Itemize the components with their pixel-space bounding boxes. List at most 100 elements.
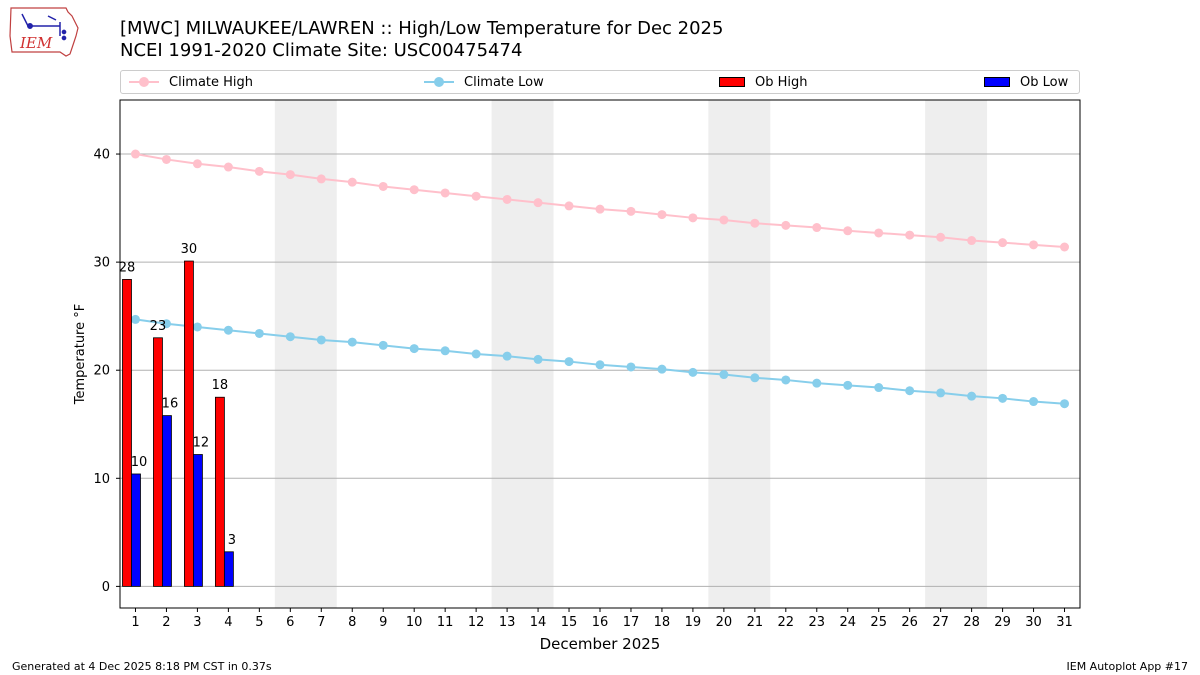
ob-high-data-label: 30 bbox=[181, 242, 198, 257]
x-tick-label: 27 bbox=[932, 615, 949, 630]
y-tick-label: 10 bbox=[93, 472, 110, 487]
climate-high-point bbox=[409, 185, 419, 195]
climate-high-point bbox=[1060, 242, 1070, 252]
climate-low-point bbox=[533, 354, 543, 364]
x-tick-label: 19 bbox=[685, 615, 702, 630]
x-tick-label: 6 bbox=[286, 615, 294, 630]
climate-low-point bbox=[595, 360, 605, 370]
ob-high-data-label: 23 bbox=[150, 319, 167, 334]
legend-label: Climate High bbox=[169, 74, 254, 90]
y-tick-label: 0 bbox=[102, 580, 110, 595]
climate-high-point bbox=[874, 228, 884, 238]
ob-low-data-label: 16 bbox=[162, 397, 179, 412]
climate-low-point bbox=[719, 370, 729, 380]
x-tick-label: 26 bbox=[901, 615, 918, 630]
ob-high-data-label: 18 bbox=[212, 378, 229, 393]
chart-title: [MWC] MILWAUKEE/LAWREN :: High/Low Tempe… bbox=[120, 18, 724, 39]
x-axis-label: December 2025 bbox=[540, 635, 661, 653]
x-tick-label: 13 bbox=[499, 615, 516, 630]
x-tick-label: 21 bbox=[747, 615, 764, 630]
x-tick-label: 4 bbox=[224, 615, 232, 630]
climate-high-point bbox=[781, 220, 791, 230]
climate-high-point bbox=[130, 149, 140, 159]
ob-high-bar bbox=[122, 279, 132, 587]
y-axis-label: Temperature °F bbox=[73, 304, 88, 405]
ob-low-bar bbox=[223, 551, 234, 587]
climate-low-point bbox=[967, 391, 977, 401]
ob-low-data-label: 3 bbox=[228, 533, 236, 548]
climate-high-point bbox=[905, 230, 915, 240]
climate-high-point bbox=[316, 174, 326, 184]
climate-high-point bbox=[502, 194, 512, 204]
climate-low-point bbox=[192, 322, 202, 332]
x-tick-label: 25 bbox=[870, 615, 887, 630]
legend: Climate High Climate Low Ob High Ob Low bbox=[120, 70, 1080, 94]
ob-high-bar bbox=[214, 396, 225, 587]
legend-label: Ob High bbox=[755, 74, 808, 90]
legend-item-climate-high: Climate High bbox=[129, 71, 253, 93]
climate-low-point bbox=[688, 367, 698, 377]
climate-low-point bbox=[1060, 399, 1070, 409]
ob-low-bar bbox=[193, 454, 203, 587]
climate-low-point bbox=[161, 319, 171, 329]
climate-low-point bbox=[657, 364, 667, 374]
legend-item-ob-low: Ob Low bbox=[984, 71, 1068, 93]
x-tick-label: 17 bbox=[623, 615, 640, 630]
climate-low-point bbox=[378, 340, 388, 350]
chart-subtitle: NCEI 1991-2020 Climate Site: USC00475474 bbox=[120, 40, 523, 61]
app-credit: IEM Autoplot App #17 bbox=[1066, 660, 1189, 673]
climate-high-point bbox=[285, 170, 295, 180]
x-tick-label: 20 bbox=[716, 615, 733, 630]
climate-low-point bbox=[812, 378, 822, 388]
climate-low-point bbox=[347, 337, 357, 347]
climate-high-point bbox=[192, 159, 202, 169]
y-tick-label: 20 bbox=[93, 364, 110, 379]
ob-high-data-label: 28 bbox=[119, 260, 136, 275]
climate-high-point bbox=[1029, 240, 1039, 250]
x-tick-label: 16 bbox=[592, 615, 609, 630]
climate-high-point bbox=[378, 181, 388, 191]
weekend-shade bbox=[708, 100, 771, 608]
climate-low-point bbox=[409, 344, 419, 354]
climate-high-point bbox=[967, 236, 977, 246]
climate-low-point bbox=[936, 388, 946, 398]
ob-low-data-label: 10 bbox=[131, 455, 148, 470]
x-tick-label: 14 bbox=[530, 615, 547, 630]
climate-low-point bbox=[905, 386, 915, 396]
climate-high-point bbox=[936, 232, 946, 242]
climate-high-point bbox=[719, 215, 729, 225]
legend-swatch-ob-low bbox=[984, 77, 1010, 87]
climate-high-point bbox=[843, 226, 853, 236]
climate-low-point bbox=[998, 393, 1008, 403]
x-tick-label: 30 bbox=[1025, 615, 1042, 630]
ob-high-bar bbox=[153, 337, 163, 587]
generated-timestamp: Generated at 4 Dec 2025 8:18 PM CST in 0… bbox=[12, 660, 272, 673]
climate-high-point bbox=[254, 166, 264, 176]
weekend-shade bbox=[925, 100, 988, 608]
climate-low-point bbox=[223, 325, 233, 335]
x-tick-label: 24 bbox=[839, 615, 856, 630]
x-tick-label: 23 bbox=[809, 615, 826, 630]
x-tick-label: 7 bbox=[317, 615, 325, 630]
climate-low-point bbox=[316, 335, 326, 345]
climate-low-point bbox=[781, 375, 791, 385]
x-tick-label: 10 bbox=[406, 615, 423, 630]
climate-high-point bbox=[223, 162, 233, 172]
legend-label: Climate Low bbox=[464, 74, 544, 90]
x-tick-label: 2 bbox=[162, 615, 170, 630]
x-tick-label: 29 bbox=[994, 615, 1011, 630]
x-tick-label: 1 bbox=[131, 615, 139, 630]
climate-high-point bbox=[626, 206, 636, 216]
weekend-shade bbox=[274, 100, 337, 608]
x-tick-label: 8 bbox=[348, 615, 356, 630]
legend-label: Ob Low bbox=[1020, 74, 1069, 90]
x-tick-label: 22 bbox=[778, 615, 795, 630]
x-tick-label: 15 bbox=[561, 615, 578, 630]
x-tick-label: 12 bbox=[468, 615, 485, 630]
climate-high-point bbox=[471, 191, 481, 201]
logo-text: IEM bbox=[19, 34, 53, 52]
climate-low-point bbox=[254, 328, 264, 338]
climate-high-point bbox=[161, 154, 171, 164]
climate-high-point bbox=[657, 210, 667, 220]
